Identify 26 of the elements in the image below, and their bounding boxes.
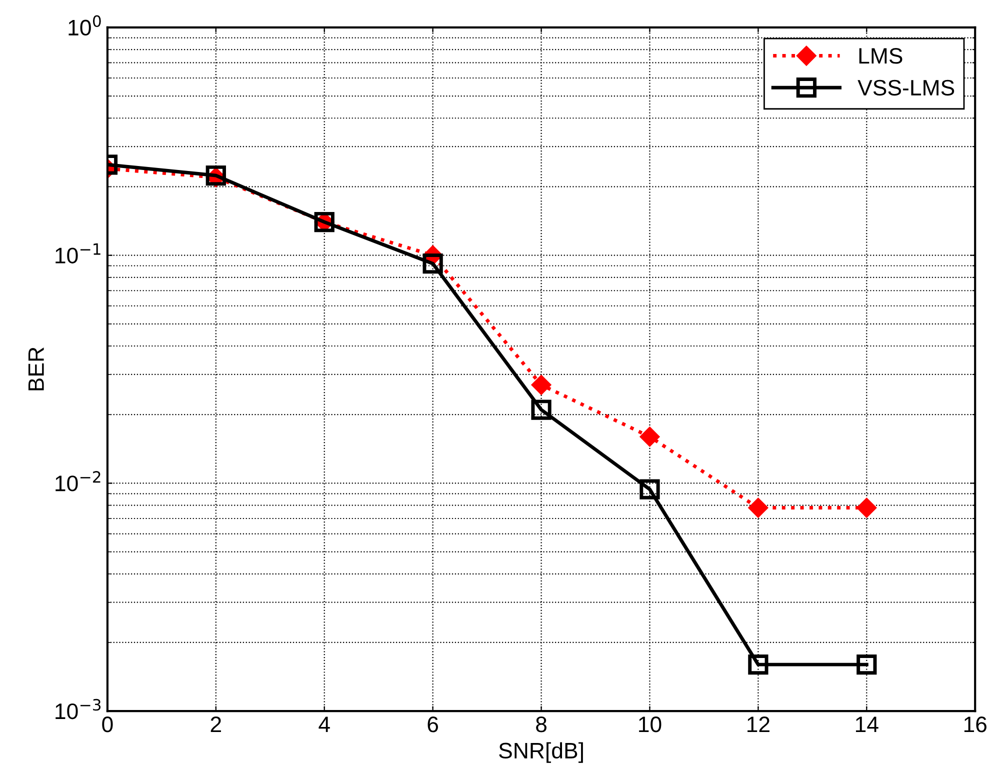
point bbox=[857, 498, 876, 518]
legend-label: LMS bbox=[859, 48, 902, 64]
y-tick-label: 10$^{−1}$ bbox=[56, 243, 100, 264]
point bbox=[422, 254, 443, 274]
y-tick-label: 10$^{0}$ bbox=[68, 15, 101, 36]
point bbox=[532, 375, 551, 394]
point bbox=[640, 427, 660, 446]
x-tick-label: 16 bbox=[964, 716, 986, 732]
x-tick-label: 0 bbox=[102, 716, 113, 732]
point bbox=[856, 654, 877, 675]
x-tick-label: 2 bbox=[210, 716, 221, 732]
x-tick-label: 6 bbox=[428, 716, 438, 732]
y-tick-label: 10$^{−3}$ bbox=[56, 698, 101, 720]
point bbox=[531, 400, 552, 420]
y-tick-label: 10$^{−2}$ bbox=[56, 471, 100, 492]
point bbox=[748, 654, 768, 675]
x-tick-label: 10 bbox=[639, 716, 662, 732]
x-tick-label: 8 bbox=[536, 716, 546, 732]
legend-label: VSS-LMS bbox=[858, 80, 954, 96]
x-tick-label: 4 bbox=[318, 716, 330, 732]
y-axis-title: BER bbox=[28, 347, 44, 390]
point bbox=[640, 479, 660, 500]
x-tick-label: 12 bbox=[748, 716, 770, 732]
x-tick-label: 14 bbox=[856, 716, 878, 732]
x-axis-title: SNR[dB] bbox=[499, 742, 583, 763]
point bbox=[748, 498, 768, 518]
